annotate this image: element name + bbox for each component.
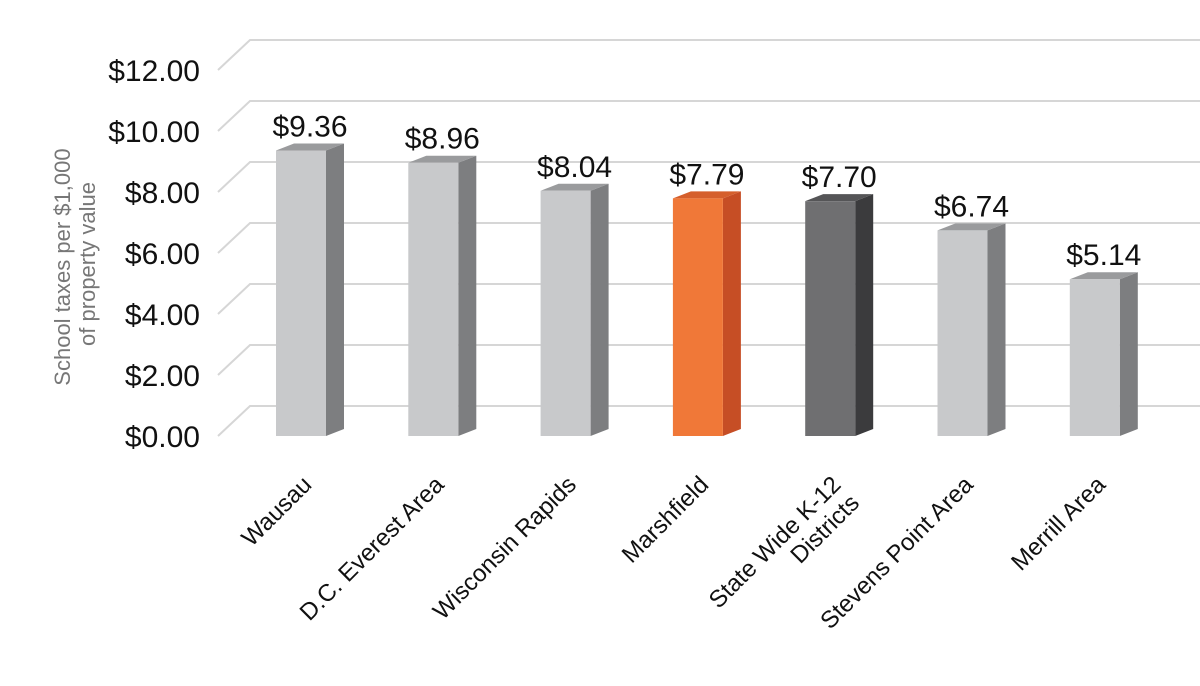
gridline-8 [217,161,1200,193]
y-axis-title: School taxes per $1,000 of property valu… [50,142,100,385]
bar-side-face [1119,272,1138,436]
bar-top-face [540,183,609,191]
bar-top-face [408,155,477,163]
data-label: $6.74 [934,190,1009,223]
x-category-label: Wausau [237,471,318,552]
data-label: $9.36 [272,111,347,144]
bar-3 [672,191,741,436]
bar-side-face [326,143,344,436]
bars [276,143,1138,436]
bar-5 [937,223,1006,436]
bar-2 [540,183,609,436]
gridline-10 [217,100,1200,132]
gridline-0 [217,405,1200,437]
x-category-label-line: D.C. Everest Area [295,471,450,626]
gridline-12 [217,39,1200,71]
gridline-4 [217,283,1200,315]
bar-side-face [722,191,741,436]
bar-top-face [1069,272,1138,280]
x-category-label-line: Wausau [237,471,318,552]
bar-top-face [937,223,1006,231]
bar-0 [276,143,344,436]
bar-side-face [987,223,1006,436]
y-tick-label: $10.00 [108,116,200,149]
bar-front-face [672,198,723,436]
bar-side-face [590,183,609,436]
x-category-label: Wisconsin Rapids [428,471,582,625]
data-label: $7.79 [669,158,744,191]
gridline-2 [217,344,1200,376]
data-label: $8.96 [405,123,480,156]
bar-side-face [855,194,874,436]
y-axis-title-line-1: School taxes per $1,000 [50,148,75,385]
y-tick-label: $12.00 [108,55,200,88]
bar-top-face [672,191,741,199]
y-axis-title-line-2: of property value [75,182,100,346]
bar-front-face [937,230,988,436]
x-category-label-line: Marshfield [617,471,714,568]
bar-side-face [458,155,477,436]
bar-6 [1069,272,1138,436]
x-category-label-line: Wisconsin Rapids [428,471,582,625]
y-axis-tick-labels: $0.00 $2.00 $4.00 $6.00 $8.00 $10.00 $12.00 [108,55,200,454]
data-label: $8.04 [537,151,612,184]
x-category-label: Marshfield [617,471,714,568]
bar-1 [408,155,477,436]
y-tick-label: $8.00 [125,177,200,210]
bar-front-face [276,150,326,436]
bar-front-face [408,162,459,436]
bar-front-face [1069,279,1120,436]
grid-lines [217,39,1200,437]
bar-top-face [276,143,344,151]
gridline-6 [217,222,1200,254]
data-label: $7.70 [802,161,877,194]
y-tick-label: $4.00 [125,299,200,332]
bar-4 [805,194,874,436]
bar-front-face [805,201,856,436]
bar-front-face [540,190,591,436]
x-category-label: D.C. Everest Area [295,471,450,626]
bar-top-face [805,194,874,202]
data-labels: $9.36 $8.96 $8.04 $7.79 $7.70 $6.74 $5.14 [272,111,1141,273]
y-tick-label: $6.00 [125,238,200,271]
y-tick-label: $0.00 [125,421,200,454]
data-label: $5.14 [1066,239,1141,272]
y-tick-label: $2.00 [125,360,200,393]
x-category-label: Merrill Area [1006,471,1111,576]
x-category-label-line: Merrill Area [1006,471,1111,576]
